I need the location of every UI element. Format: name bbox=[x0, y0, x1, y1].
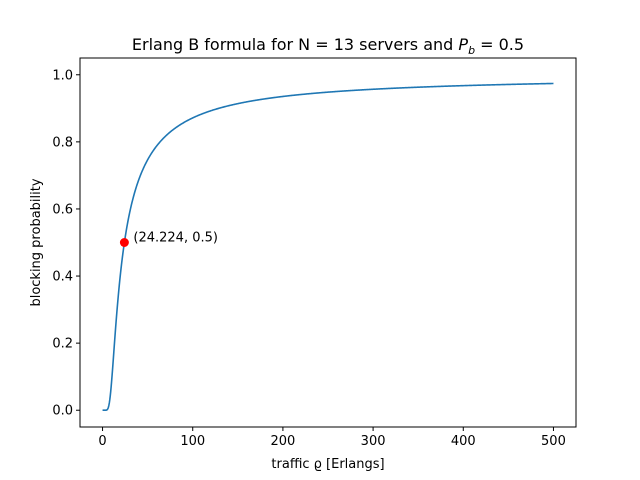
chart-title: Erlang B formula for N = 13 servers and … bbox=[132, 35, 524, 57]
y-tick-label: 0.0 bbox=[52, 404, 73, 419]
x-tick-label: 0 bbox=[98, 434, 106, 449]
operating-point-marker bbox=[119, 238, 129, 247]
x-tick-label: 300 bbox=[361, 434, 386, 449]
x-tick-label: 200 bbox=[270, 434, 295, 449]
y-tick-label: 0.2 bbox=[52, 337, 73, 352]
title-suffix: = 0.5 bbox=[475, 35, 524, 54]
title-math-symbol: P bbox=[458, 35, 468, 54]
plot-area-frame bbox=[79, 57, 577, 428]
x-axis-label: traffic ϱ [Erlangs] bbox=[271, 457, 384, 472]
y-tick-label: 0.6 bbox=[52, 202, 73, 217]
blocking-probability-curve bbox=[102, 82, 554, 412]
y-tick-label: 0.4 bbox=[52, 270, 73, 285]
title-math-subscript: b bbox=[468, 44, 475, 57]
y-axis-label: blocking probability bbox=[29, 178, 44, 306]
title-prefix: Erlang B formula for N = 13 servers and bbox=[132, 35, 459, 54]
operating-point-label: (24.224, 0.5) bbox=[133, 231, 218, 246]
x-tick-label: 500 bbox=[541, 434, 566, 449]
x-tick-label: 400 bbox=[451, 434, 476, 449]
x-axis-ticks: 0 100 200 300 400 500 bbox=[98, 427, 566, 449]
x-tick-label: 100 bbox=[180, 434, 205, 449]
y-tick-label: 1.0 bbox=[52, 68, 73, 83]
y-tick-label: 0.8 bbox=[52, 135, 73, 150]
y-axis-ticks: 0.0 0.2 0.4 0.6 0.8 1.0 bbox=[52, 68, 80, 419]
